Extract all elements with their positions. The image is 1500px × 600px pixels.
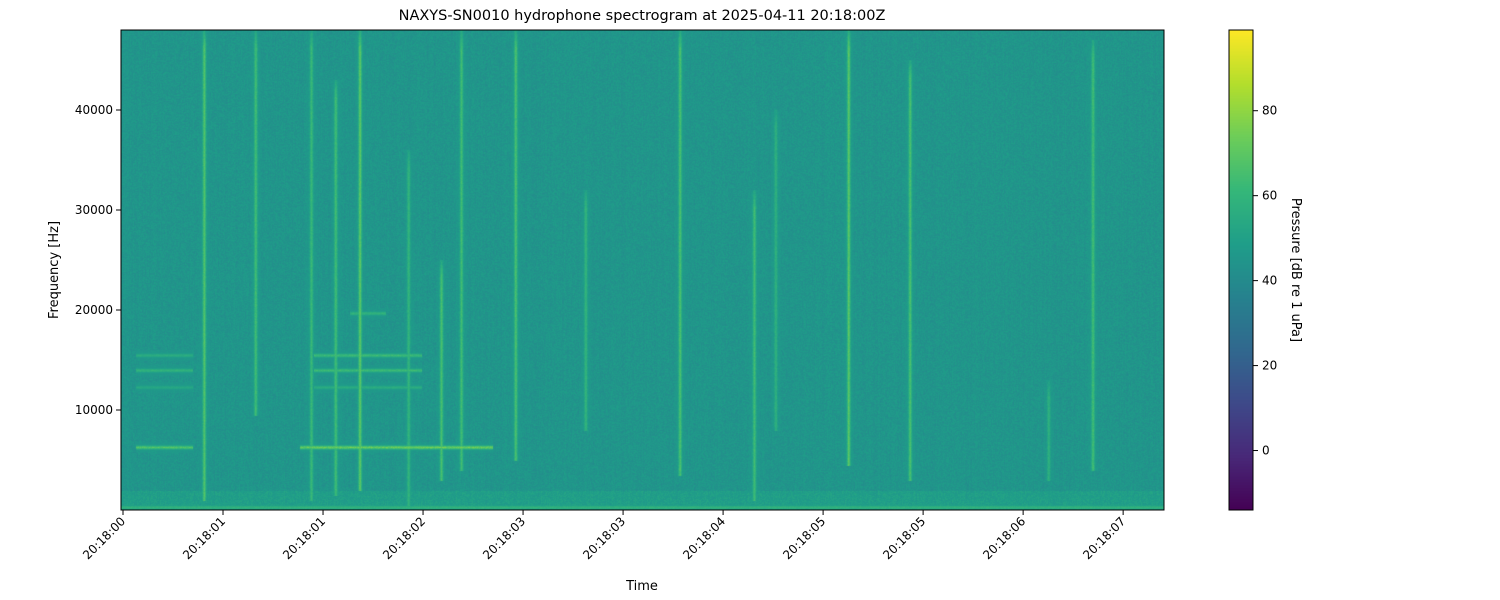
colorbar-tick-label: 20 [1262, 359, 1277, 373]
colorbar-frame [1228, 29, 1254, 511]
y-tick-label: 20000 [75, 303, 113, 317]
y-ticks: 10000 20000 30000 40000 [75, 103, 121, 417]
colorbar-tick-label: 80 [1262, 104, 1277, 118]
colorbar-tick-label: 60 [1262, 189, 1277, 203]
chart-title: NAXYS-SN0010 hydrophone spectrogram at 2… [399, 8, 886, 24]
y-tick-label: 10000 [75, 403, 113, 417]
y-tick-label: 30000 [75, 203, 113, 217]
x-tick-label: 20:18:05 [780, 514, 828, 562]
y-tick-label: 40000 [75, 103, 113, 117]
x-tick-label: 20:18:02 [380, 514, 428, 562]
x-tick-label: 20:18:03 [580, 514, 628, 562]
x-axis-label: Time [625, 579, 658, 594]
colorbar-label: Pressure [dB re 1 uPa] [1288, 198, 1303, 342]
colorbar-ticks: 0 20 40 60 80 [1253, 104, 1277, 458]
x-tick-label: 20:18:00 [80, 514, 128, 562]
plot-frame [120, 29, 1165, 511]
y-axis-label: Frequency [Hz] [47, 221, 62, 319]
x-tick-label: 20:18:01 [280, 514, 328, 562]
x-tick-label: 20:18:07 [1080, 514, 1128, 562]
x-ticks: 20:18:00 20:18:01 20:18:01 20:18:02 20:18:03… [80, 510, 1128, 562]
x-tick-label: 20:18:04 [680, 514, 728, 562]
x-tick-label: 20:18:01 [180, 514, 228, 562]
colorbar-gradient [1229, 30, 1253, 510]
x-tick-label: 20:18:06 [980, 514, 1028, 562]
x-tick-label: 20:18:05 [880, 514, 928, 562]
spectrogram-image [121, 30, 1164, 510]
colorbar-tick-label: 40 [1262, 274, 1277, 288]
colorbar-tick-label: 0 [1262, 444, 1270, 458]
x-tick-label: 20:18:03 [480, 514, 528, 562]
